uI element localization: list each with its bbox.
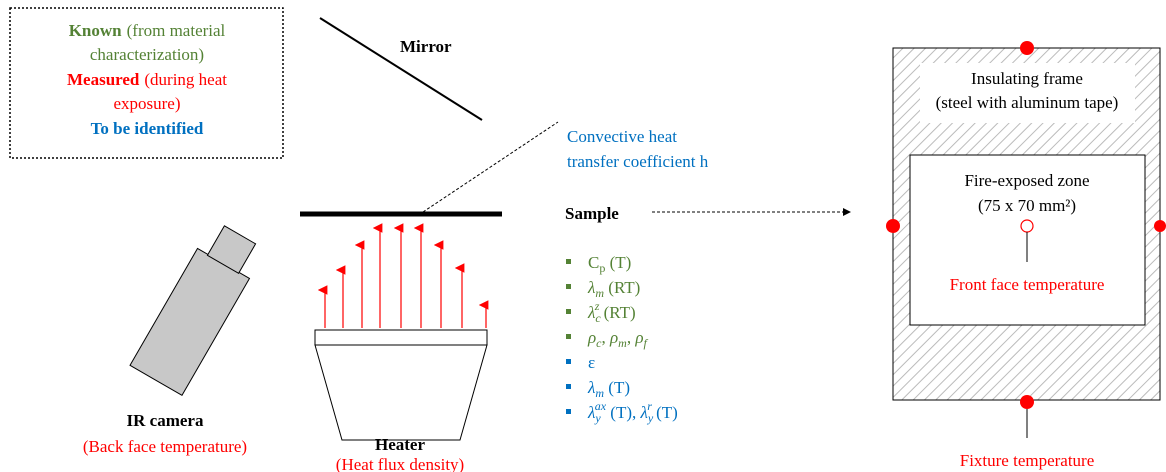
identified-params: ε λm (T) λyax (T), λyr (T) [587, 353, 678, 425]
legend-box [9, 7, 284, 159]
front-sensor [1020, 219, 1034, 233]
zone-label: Fire-exposed zone [964, 171, 1089, 190]
symbol: C [588, 253, 599, 272]
known-note: characterization) [90, 45, 204, 64]
symbol: λ [587, 403, 595, 422]
superscript: r [647, 399, 652, 413]
legend-known: Known (from material [69, 21, 226, 40]
legend: Known (from material characterization) Me… [67, 21, 227, 138]
sample-label: Sample [565, 204, 619, 223]
heater-label: Heater [375, 435, 425, 454]
measured-note: exposure) [113, 94, 180, 113]
symbol: ρ [587, 328, 596, 347]
front-label: Front face temperature [950, 275, 1105, 294]
param: λm (RT) [587, 278, 640, 300]
measured-label: Measured [67, 70, 140, 89]
heater-plate [314, 329, 488, 346]
param: λcz (RT) [587, 299, 636, 325]
arg: (RT) [604, 278, 640, 297]
subscript: m [618, 336, 627, 350]
symbol: ρ [609, 328, 618, 347]
separator: , [627, 328, 636, 347]
pointer [422, 121, 559, 213]
subscript: c [596, 336, 602, 350]
convective-label: Convective heat [567, 127, 677, 146]
fixture-sensors [886, 41, 1166, 409]
arg: (T) [605, 253, 631, 272]
param: Cp (T) [588, 253, 631, 275]
arg: (T), [606, 403, 640, 422]
camera-label: IR camera [127, 411, 204, 430]
param: λm (T) [587, 378, 630, 400]
symbol: ε [588, 353, 595, 372]
heat-arrows [317, 223, 489, 328]
arg: (T) [652, 403, 678, 422]
param: λyax (T), λyr (T) [587, 399, 678, 425]
symbol: λ [587, 278, 595, 297]
param: ε [588, 353, 595, 372]
zone-label: (75 x 70 mm²) [978, 196, 1076, 215]
heater-measure: (Heat flux density) [336, 455, 464, 472]
known-params: Cp (T) λm (RT) λcz (RT) ρc, ρm, ρf [587, 253, 649, 350]
separator: , [602, 328, 611, 347]
symbol: λ [587, 378, 595, 397]
known-label: Known [69, 21, 122, 40]
legend-measured: Measured (during heat [67, 70, 227, 89]
arg: (RT) [599, 303, 635, 322]
fixture-label: Fixture temperature [960, 451, 1095, 470]
mirror [319, 17, 483, 121]
subscript: y [594, 411, 601, 425]
arg: (T) [604, 378, 630, 397]
ir-camera [129, 225, 257, 397]
superscript: ax [595, 399, 607, 413]
superscript: z [594, 299, 600, 313]
identified-label: To be identified [91, 119, 204, 138]
convective-label: transfer coefficient h [567, 152, 709, 171]
param: ρc, ρm, ρf [587, 328, 649, 350]
frame-label: (steel with aluminum tape) [936, 93, 1119, 112]
symbol: ρ [634, 328, 643, 347]
subscript: f [644, 336, 649, 350]
symbol: λ [640, 403, 648, 422]
symbol: λ [587, 303, 595, 322]
measured-note: (during heat [144, 70, 227, 89]
bullets [566, 259, 571, 414]
subscript: y [647, 411, 654, 425]
subscript: p [599, 261, 605, 275]
label-bg [920, 63, 1135, 123]
camera-measure: (Back face temperature) [83, 437, 247, 456]
frame-label: Insulating frame [971, 69, 1083, 88]
subscript: m [595, 286, 604, 300]
heater-body [314, 344, 488, 441]
subscript: m [595, 386, 604, 400]
subscript: c [595, 311, 601, 325]
mirror-label: Mirror [400, 37, 452, 56]
known-note: (from material [127, 21, 226, 40]
